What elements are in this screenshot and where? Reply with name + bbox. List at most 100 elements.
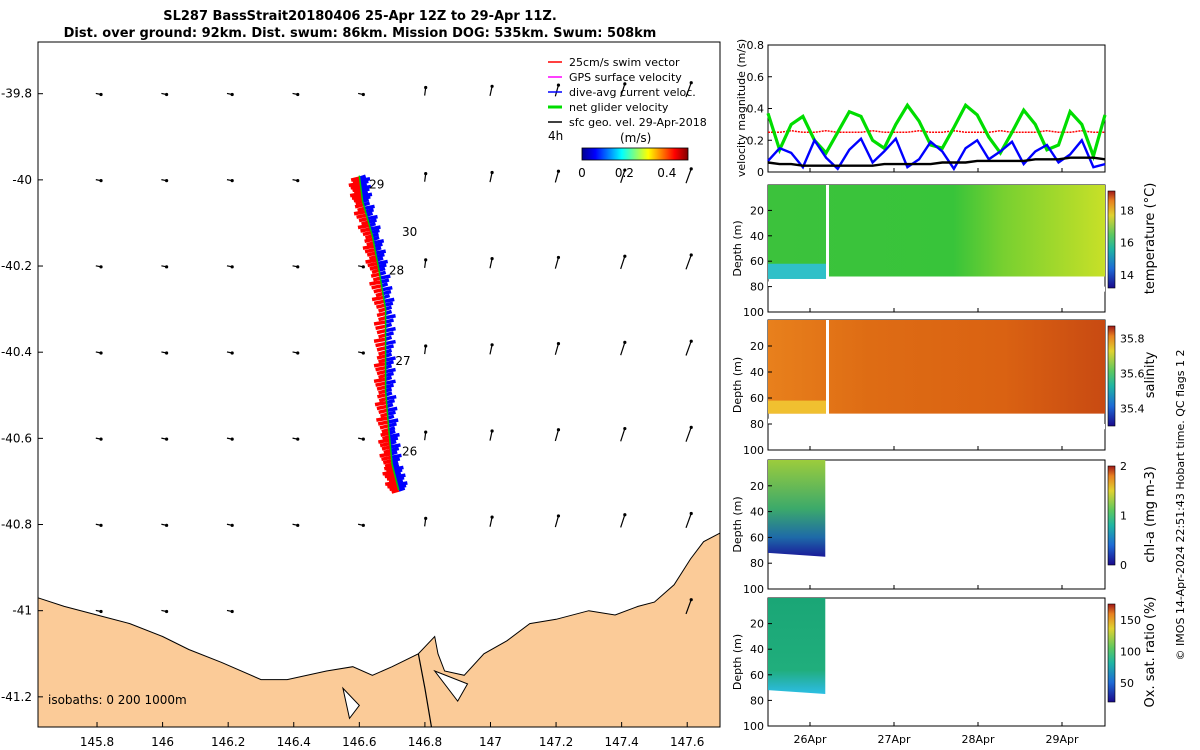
swim-vector	[357, 223, 370, 230]
legend-label: 25cm/s swim vector	[569, 56, 680, 69]
current-vector	[385, 395, 397, 401]
swim-vector	[389, 485, 399, 492]
swim-vector	[376, 328, 386, 335]
swim-vector	[381, 428, 390, 434]
swim-vector	[371, 268, 380, 275]
current-vector	[390, 443, 401, 449]
swim-vector	[373, 377, 386, 384]
swim-vector	[375, 324, 386, 331]
salinity-colorbar-tick: 35.6	[1120, 367, 1145, 380]
geo-velocity-arrowhead	[230, 609, 234, 614]
geo-velocity-arrowhead	[296, 92, 300, 97]
current-vector	[377, 263, 387, 269]
salinity-field	[768, 320, 1105, 414]
swim-vector	[366, 251, 377, 257]
velocity-series-line	[767, 136, 1106, 172]
lon-tick-label: 146.4	[277, 735, 311, 749]
swim-vector	[375, 341, 386, 348]
geo-velocity-arrowhead	[424, 430, 428, 434]
geo-velocity-arrowhead	[99, 265, 103, 269]
geo-velocity-arrowhead	[361, 92, 365, 97]
current-vector	[381, 282, 389, 288]
geo-velocity-arrow	[685, 513, 692, 529]
depth-ytick-label: 20	[750, 204, 764, 217]
geo-velocity-arrowhead	[164, 351, 169, 355]
current-vector	[385, 383, 394, 389]
swim-vector	[373, 288, 383, 294]
geo-velocity-arrow	[620, 256, 626, 270]
current-vector	[365, 211, 374, 217]
lon-tick-label: 147.4	[604, 735, 638, 749]
swim-vector	[371, 284, 382, 290]
salinity-bottom-band	[768, 400, 826, 414]
current-vector	[385, 379, 396, 385]
temperature-bed-mask	[768, 281, 1105, 292]
depth-ytick-label: 80	[750, 281, 764, 294]
geo-velocity-arrowhead	[424, 516, 428, 520]
chla-colorbar-label: chl-a (mg m-3)	[1143, 466, 1158, 563]
lon-tick-label: 146.6	[342, 735, 376, 749]
coastal-lagoon	[342, 686, 360, 720]
geo-velocity-arrowhead	[556, 169, 561, 173]
geo-velocity-arrowhead	[424, 172, 428, 176]
swim-vector	[352, 186, 362, 193]
temperature-colorbar-label: temperature (°C)	[1143, 183, 1158, 295]
map-frame	[37, 41, 721, 728]
current-vector	[388, 422, 397, 428]
depth-ytick-label: 100	[743, 583, 764, 596]
swim-vector	[357, 206, 366, 212]
swim-vector	[353, 210, 366, 216]
chart-title-line-1: SL287 BassStrait20180406 25-Apr 12Z to 2…	[163, 9, 557, 24]
geo-velocity-arrowhead	[99, 351, 103, 355]
current-vector	[391, 460, 399, 466]
current-vector	[386, 402, 394, 409]
current-vector	[368, 218, 377, 224]
depth-ytick-label: 100	[743, 306, 764, 319]
swim-vector	[391, 488, 400, 494]
geo-velocity-arrowhead	[296, 351, 300, 355]
swim-vector	[365, 258, 378, 264]
geo-velocity-arrow	[685, 254, 692, 270]
current-vector	[371, 228, 380, 235]
swim-vector	[362, 244, 375, 250]
current-vector	[370, 225, 381, 231]
current-vector	[389, 436, 399, 442]
current-vector	[395, 476, 405, 482]
geo-velocity-arrow	[489, 172, 493, 183]
geo-velocity-arrow	[620, 428, 626, 442]
depth-ytick-label: 80	[750, 418, 764, 431]
swim-vector	[375, 381, 386, 387]
current-vector	[365, 208, 374, 214]
geo-velocity-arrowhead	[556, 83, 561, 87]
depth-ylabel: Depth (m)	[731, 496, 744, 552]
swim-vector	[361, 220, 369, 226]
current-vector	[388, 426, 396, 432]
lat-tick-label: -40.8	[1, 518, 32, 532]
geo-velocity-arrowhead	[99, 523, 103, 527]
oxygen-colorbar	[1107, 603, 1116, 703]
current-vector	[382, 289, 392, 296]
geo-velocity-arrow	[554, 257, 560, 269]
swim-vector	[371, 295, 384, 302]
depth-ylabel: Depth (m)	[731, 357, 744, 413]
oxygen-colorbar-tick: 150	[1120, 614, 1141, 627]
geo-velocity-arrow	[489, 344, 493, 355]
lat-tick-label: -40.2	[1, 259, 32, 273]
swim-vector	[353, 189, 362, 195]
current-vector	[385, 387, 393, 393]
time-tick-label: 27Apr	[877, 733, 911, 746]
velocity-panel-frame	[767, 44, 1106, 173]
chart-title-line-2: Dist. over ground: 92km. Dist. swum: 86k…	[63, 26, 657, 41]
legend-label: GPS surface velocity	[569, 71, 682, 84]
swim-vector	[376, 393, 387, 399]
velocity-ytick-label: 0.4	[747, 103, 765, 116]
current-vector	[363, 201, 371, 207]
geo-velocity-arrowhead	[689, 167, 693, 171]
velocity-ytick-label: 0	[757, 166, 764, 179]
oxygen-field	[768, 598, 826, 694]
swim-vector	[380, 412, 389, 418]
oxygen-colorbar-tick: 100	[1120, 645, 1141, 658]
swim-vector	[373, 299, 385, 306]
current-vector	[397, 481, 408, 487]
